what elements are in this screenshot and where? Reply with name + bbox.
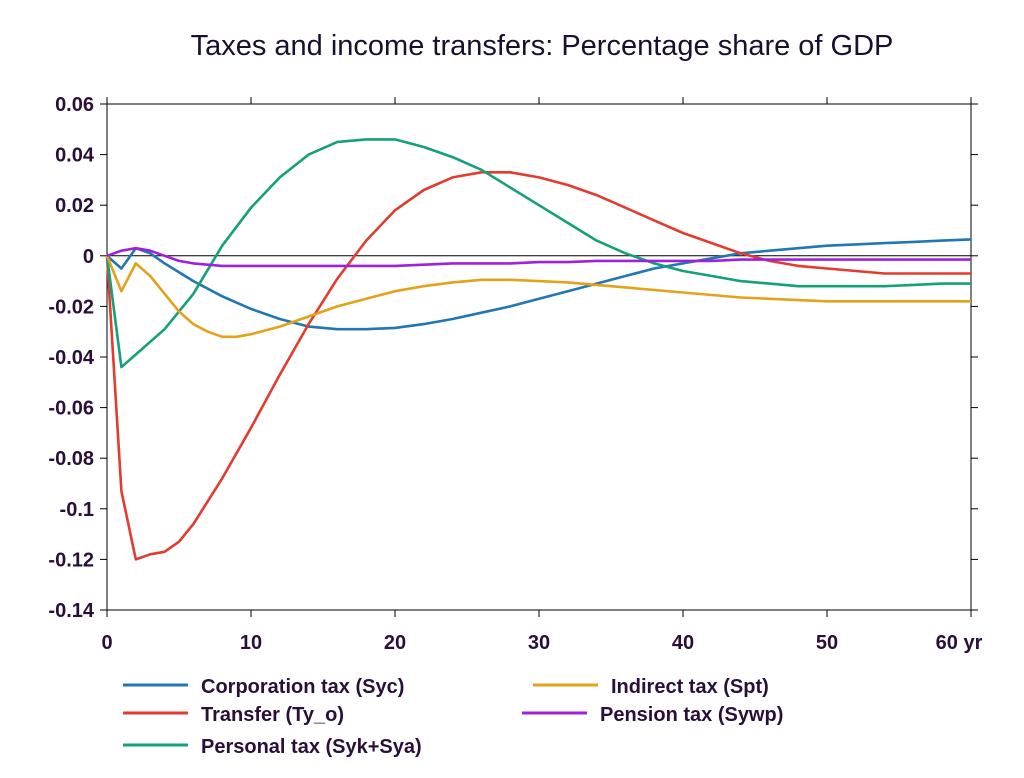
y-tick-label: 0.04 — [55, 145, 95, 167]
series-line-2 — [105, 138, 971, 369]
plot-frame — [106, 103, 972, 611]
series-line-3 — [105, 255, 971, 339]
x-tick-label: 60 yr — [936, 632, 983, 654]
y-tick-label: -0.14 — [48, 600, 94, 622]
y-tick-label: 0 — [83, 246, 94, 268]
x-tick-label: 30 — [528, 632, 550, 654]
y-tick-label: -0.06 — [48, 398, 94, 420]
x-tick-label: 40 — [672, 632, 694, 654]
y-tick-label: -0.02 — [48, 296, 94, 318]
y-tick-label: -0.1 — [60, 499, 94, 521]
legend-label-4: Pension tax (Sywp) — [600, 704, 783, 726]
x-tick-label: 10 — [240, 632, 262, 654]
series-line-0 — [106, 238, 972, 331]
series-line-1 — [105, 171, 971, 561]
legend-label-1: Transfer (Ty_o) — [201, 704, 344, 726]
chart-title: Taxes and income transfers: Percentage s… — [190, 30, 894, 62]
y-tick-label: 0.06 — [55, 94, 94, 116]
legend-label-2: Personal tax (Syk+Sya) — [201, 736, 422, 758]
y-tick-label: -0.08 — [48, 448, 94, 470]
y-tick-label: 0.02 — [55, 195, 94, 217]
x-tick-label: 50 — [816, 632, 838, 654]
series-line-4 — [106, 246, 971, 268]
x-tick-label: 20 — [384, 632, 406, 654]
legend-label-3: Indirect tax (Spt) — [611, 676, 769, 698]
y-tick-label: -0.12 — [48, 549, 94, 571]
x-tick-label: 0 — [101, 632, 112, 654]
y-tick-label: -0.04 — [48, 347, 94, 369]
legend-label-0: Corporation tax (Syc) — [201, 676, 404, 698]
